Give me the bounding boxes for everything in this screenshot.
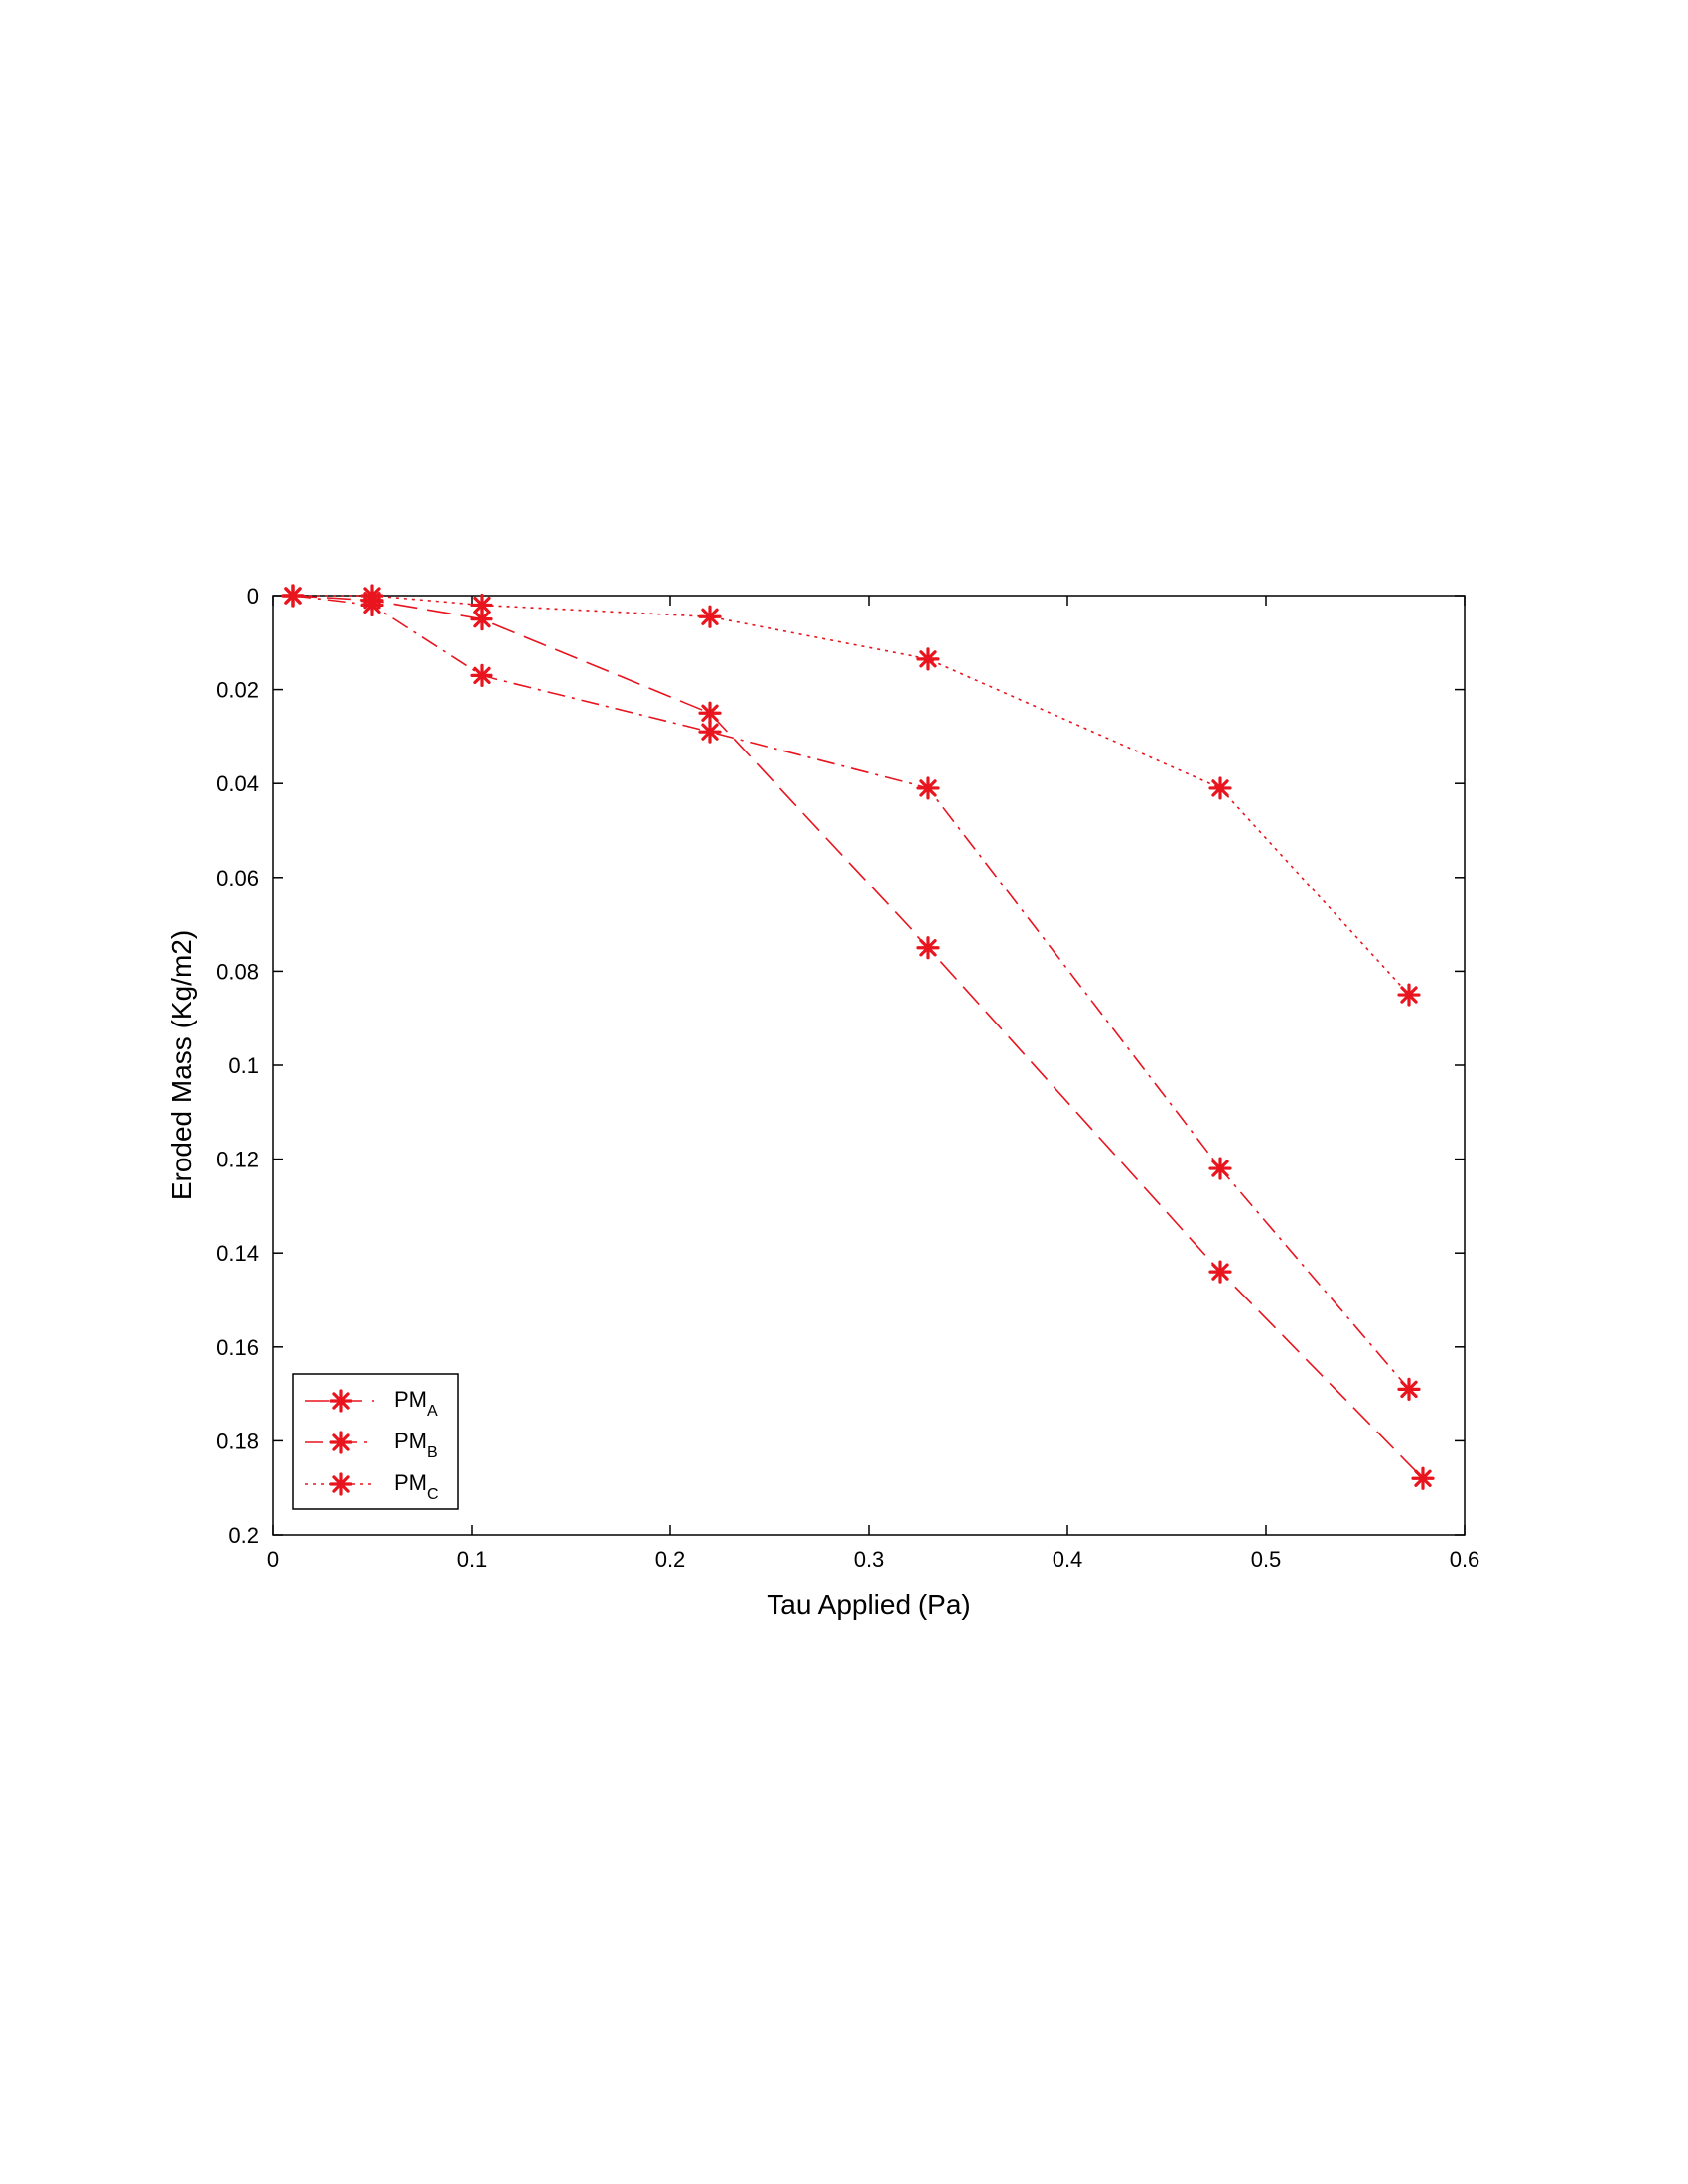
- x-axis-label: Tau Applied (Pa): [767, 1589, 970, 1620]
- data-point: [916, 936, 940, 960]
- data-point: [1397, 1377, 1421, 1401]
- data-point: [916, 776, 940, 800]
- data-point: [470, 663, 493, 688]
- x-tick-label: 0.5: [1251, 1547, 1282, 1571]
- data-point: [360, 584, 384, 608]
- y-tick-label: 0.2: [228, 1523, 259, 1548]
- y-tick-label: 0.02: [216, 678, 259, 703]
- data-point: [698, 720, 722, 744]
- data-point: [1208, 776, 1232, 800]
- data-point: [1411, 1466, 1435, 1490]
- legend-box: [292, 1373, 459, 1510]
- legend-marker: [329, 1431, 352, 1454]
- data-point: [916, 647, 940, 671]
- y-tick-label: 0.08: [216, 959, 259, 984]
- legend-label: PMB: [394, 1429, 438, 1461]
- x-tick-label: 0.2: [655, 1547, 686, 1571]
- legend-marker: [329, 1389, 352, 1413]
- plot-area: [272, 595, 1466, 1536]
- data-point: [1208, 1157, 1232, 1180]
- series-c: [281, 584, 1421, 1007]
- x-tick-label: 0: [267, 1547, 279, 1571]
- axis-ticks: 0 0.1 0.2 0.3 0.4 0.5 0.6 0 0.02 0.04 0.06 0.08 0.1 0…: [216, 584, 1479, 1571]
- data-point: [281, 584, 305, 608]
- data-point: [1397, 983, 1421, 1007]
- data-point: [1208, 1260, 1232, 1284]
- y-tick-label: 0.16: [216, 1335, 259, 1360]
- series-layer: [281, 584, 1435, 1490]
- legend-item-b: PMB: [305, 1429, 438, 1461]
- x-tick-label: 0.6: [1450, 1547, 1480, 1571]
- legend-item-a: PMA: [305, 1387, 438, 1420]
- data-point: [470, 593, 493, 617]
- x-tick-label: 0.3: [854, 1547, 885, 1571]
- y-tick-label: 0: [247, 584, 259, 609]
- y-tick-label: 0.04: [216, 771, 259, 796]
- legend-item-c: PMC: [305, 1470, 439, 1503]
- legend-marker: [329, 1472, 352, 1496]
- x-tick-label: 0.4: [1053, 1547, 1083, 1571]
- data-point: [698, 605, 722, 628]
- data-point: [698, 701, 722, 725]
- y-tick-label: 0.18: [216, 1429, 259, 1453]
- y-tick-label: 0.06: [216, 866, 259, 890]
- x-tick-label: 0.1: [457, 1547, 488, 1571]
- legend-label: PMA: [394, 1387, 438, 1420]
- y-tick-label: 0.1: [228, 1053, 259, 1078]
- y-tick-label: 0.12: [216, 1148, 259, 1172]
- y-axis-label: Eroded Mass (Kg/m2): [166, 930, 197, 1200]
- y-tick-label: 0.14: [216, 1241, 259, 1266]
- legend-label: PMC: [394, 1470, 439, 1503]
- legend: PMA PMB PMC: [292, 1373, 459, 1510]
